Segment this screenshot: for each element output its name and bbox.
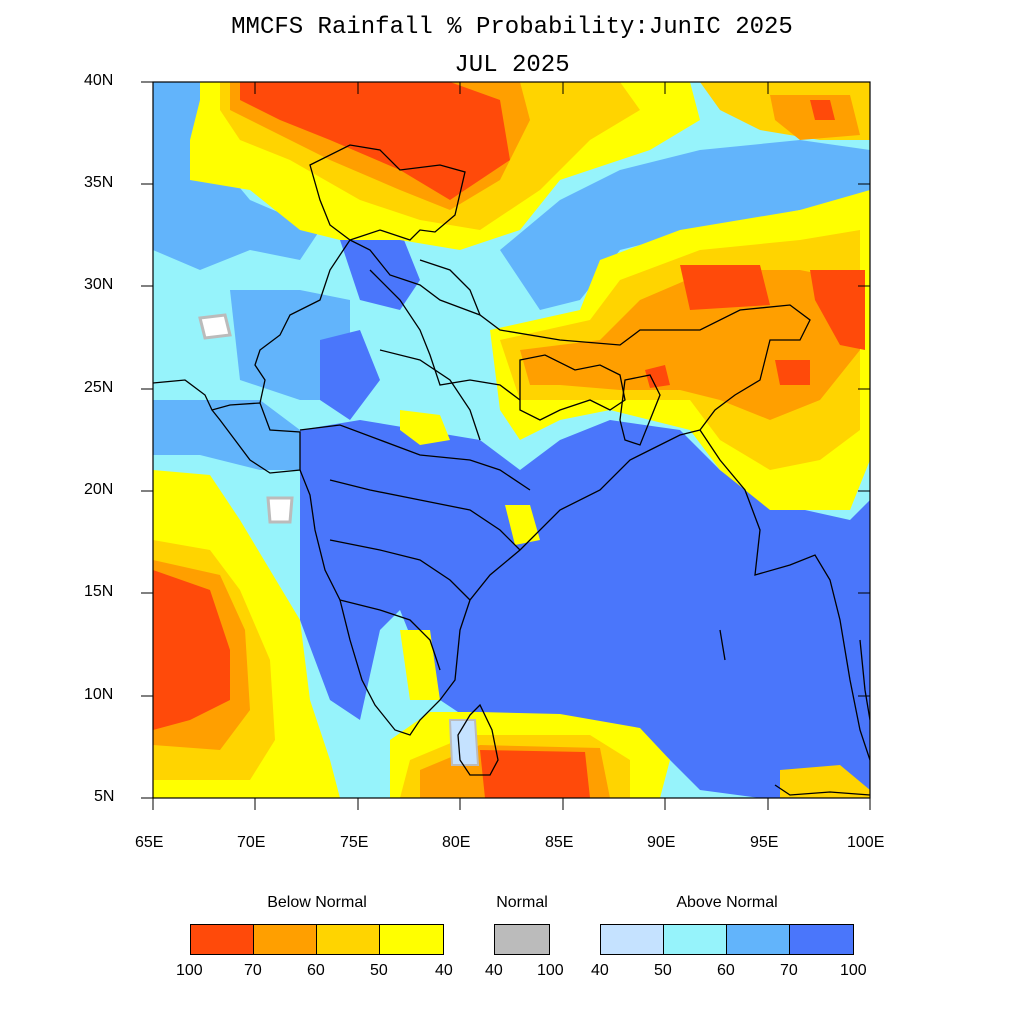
x-tick-85e: 85E (545, 834, 574, 851)
field-yellow-central (400, 410, 450, 445)
x-tick-95e: 95E (750, 834, 779, 851)
legend-below-swatch-1 (253, 924, 317, 955)
y-tick-40n: 40N (84, 72, 114, 89)
y-tick-15n: 15N (84, 583, 114, 600)
border-states-2 (299, 424, 531, 491)
border-states-5 (339, 599, 441, 671)
y-tick-10n: 10N (84, 686, 114, 703)
legend-below-tick-0: 100 (176, 962, 203, 979)
border-bihar (519, 354, 626, 421)
legend-below-tick-2: 60 (307, 962, 325, 979)
field-red-tibet (680, 265, 770, 310)
field-blue-west (153, 400, 330, 470)
boundaries (153, 144, 870, 796)
border-kashmir (309, 144, 466, 241)
field-red-north (240, 82, 510, 200)
field-darkblue-north (340, 230, 420, 310)
border-states-6 (379, 349, 481, 441)
field-darkblue-central (320, 330, 380, 420)
legend-below-swatch-3 (379, 924, 444, 955)
legend-normal-swatch (494, 924, 550, 955)
border-north-india (349, 239, 811, 431)
x-tick-90e: 90E (647, 834, 676, 851)
border-states-4 (329, 539, 471, 601)
legend-normal-tick-1: 100 (537, 962, 564, 979)
y-tick-25n: 25N (84, 379, 114, 396)
coast-sumatra (774, 784, 870, 796)
legend-below-label: Below Normal (267, 894, 367, 911)
field-red-arabian (153, 570, 230, 730)
x-tick-100e: 100E (847, 834, 885, 851)
legend-above-swatch-1 (663, 924, 727, 955)
coast-india (299, 429, 701, 736)
plot-frame (152, 81, 871, 799)
border-india-pakistan (254, 239, 351, 404)
y-tick-30n: 30N (84, 276, 114, 293)
field-gold-se (780, 765, 870, 798)
map-title: MMCFS Rainfall % Probability:JunIC 2025 (231, 14, 793, 41)
probability-field (153, 82, 870, 798)
field-darkblue-south (300, 420, 870, 798)
legend-above-tick-3: 70 (780, 962, 798, 979)
legend-below-tick-3: 50 (370, 962, 388, 979)
border-bangladesh (619, 374, 661, 446)
field-red-bangladesh (645, 365, 670, 388)
field-red-myanmar (775, 360, 810, 385)
x-tick-80e: 80E (442, 834, 471, 851)
coast-srilanka (457, 703, 499, 776)
field-yellow-tn (400, 630, 440, 700)
y-tick-20n: 20N (84, 481, 114, 498)
y-tick-5n: 5N (94, 788, 115, 805)
field-orange-ne2 (520, 270, 860, 420)
map-subtitle: JUL 2025 (454, 52, 570, 79)
coast-west-pakistan (153, 379, 301, 474)
legend-above-swatch-0 (600, 924, 664, 955)
legend-above-tick-2: 60 (717, 962, 735, 979)
x-tick-75e: 75E (340, 834, 369, 851)
y-tick-35n: 35N (84, 174, 114, 191)
legend-above-label: Above Normal (676, 894, 778, 911)
legend-below-swatch-2 (316, 924, 380, 955)
legend-below-swatch-0 (190, 924, 254, 955)
coast-malaysia (859, 639, 870, 721)
field-red-ne (810, 100, 835, 120)
legend-above-swatch-3 (789, 924, 854, 955)
legend-above-swatch-2 (726, 924, 790, 955)
legend-normal-tick-0: 40 (485, 962, 503, 979)
border-states-3 (329, 479, 521, 551)
legend-above-tick-4: 100 (840, 962, 867, 979)
legend-above-tick-0: 40 (591, 962, 609, 979)
legend-below-tick-1: 70 (244, 962, 262, 979)
coast-myanmar (699, 429, 870, 761)
field-blue-north (500, 140, 870, 310)
field-yellow-ap (505, 505, 540, 545)
legend-normal-label: Normal (496, 894, 548, 911)
legend-above-tick-1: 50 (654, 962, 672, 979)
field-red-south (480, 750, 590, 798)
field-normal-2 (266, 496, 294, 524)
border-states-7 (419, 259, 481, 316)
x-tick-70e: 70E (237, 834, 266, 851)
legend-below-tick-4: 40 (435, 962, 453, 979)
x-tick-65e: 65E (135, 834, 164, 851)
islands-andaman (719, 629, 726, 661)
tick-marks (141, 81, 871, 810)
field-lightblue-srilanka (448, 719, 480, 766)
field-red-east (810, 270, 865, 350)
field-normal-1 (198, 313, 232, 340)
